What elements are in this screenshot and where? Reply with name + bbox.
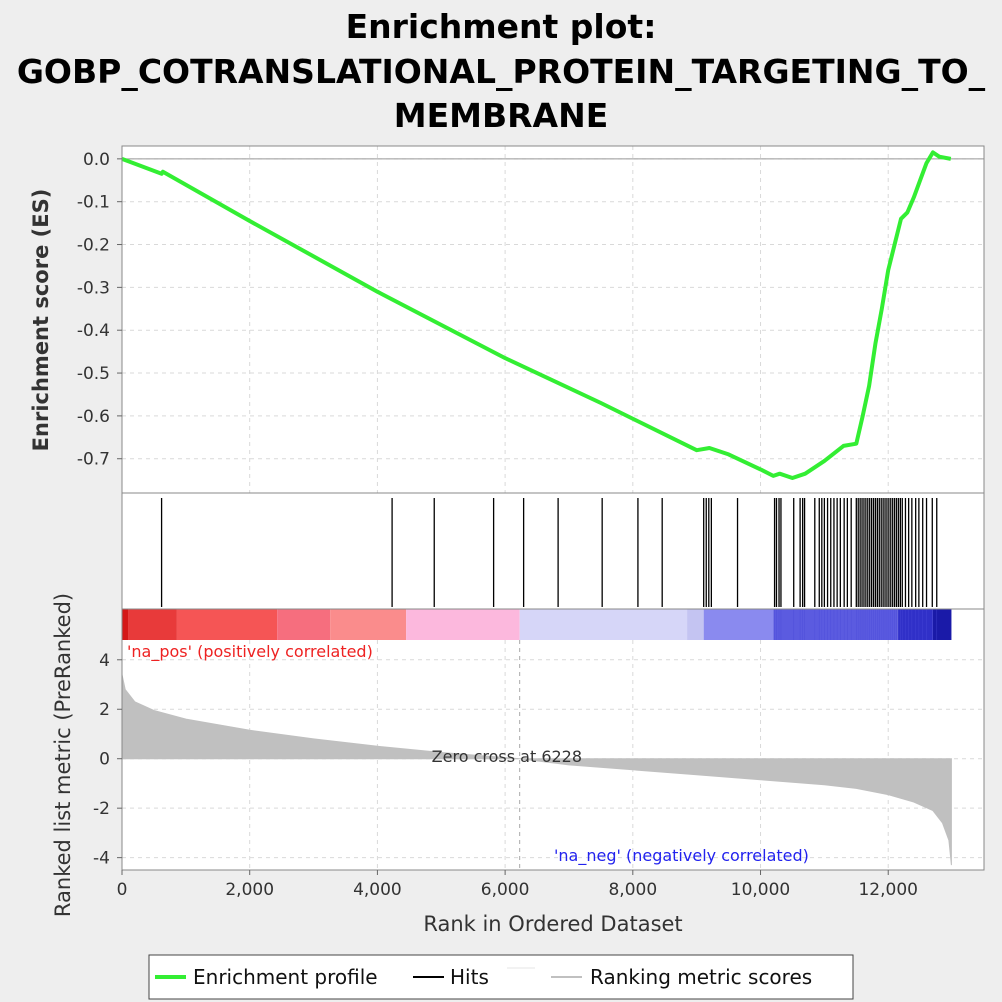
- es-y-ticks: 0.0 -0.1 -0.2 -0.3 -0.4 -0.5 -0.6 -0.7: [77, 150, 122, 470]
- metric-series: [121, 674, 952, 866]
- x-axis-label: Rank in Ordered Dataset: [423, 912, 682, 936]
- x-tick-label: 8,000: [608, 880, 657, 900]
- metric-y-tick-label: 4: [99, 651, 110, 671]
- es-y-tick-label: -0.3: [77, 278, 110, 298]
- ranking-metric-area: [121, 674, 952, 866]
- color-bar-segment: [773, 609, 898, 640]
- color-bar-segment: [687, 609, 704, 640]
- color-bar-segment: [176, 609, 278, 640]
- metric-y-tick-label: -4: [93, 849, 110, 869]
- color-bar-segment: [122, 609, 129, 640]
- chart-title-line-3: MEMBRANE: [394, 96, 608, 135]
- es-y-tick-label: -0.1: [77, 193, 110, 213]
- legend-label-hits: Hits: [450, 965, 489, 989]
- negative-correlation-label: 'na_neg' (negatively correlated): [554, 846, 809, 866]
- zero-cross-label: Zero cross at 6228: [432, 747, 582, 766]
- x-tick-label: 2,000: [225, 880, 274, 900]
- enrichment-profile-line: [121, 150, 952, 480]
- es-y-tick-label: -0.7: [77, 450, 110, 470]
- metric-y-axis-label: Ranked list metric (PreRanked): [51, 593, 75, 917]
- es-y-tick-label: -0.6: [77, 407, 110, 427]
- hits-group: [160, 498, 938, 607]
- es-y-tick-label: -0.2: [77, 236, 110, 256]
- color-bar-segment: [703, 609, 774, 640]
- metric-y-tick-label: 0: [99, 750, 110, 770]
- color-bar-segment: [519, 609, 688, 640]
- color-bar-segment: [897, 609, 933, 640]
- x-tick-label: 6,000: [481, 880, 530, 900]
- es-y-tick-label: -0.5: [77, 364, 110, 384]
- color-bar-segment: [330, 609, 407, 640]
- color-bar-segment: [277, 609, 331, 640]
- legend-box: [148, 954, 854, 1000]
- metric-y-tick-label: -2: [93, 799, 110, 819]
- legend-label-ranking-metric-scores: Ranking metric scores: [590, 965, 812, 989]
- positive-correlation-label: 'na_pos' (positively correlated): [127, 642, 373, 662]
- x-tick-label: 4,000: [353, 880, 402, 900]
- x-tick-label: 10,000: [731, 880, 790, 900]
- x-tick-label: 12,000: [858, 880, 917, 900]
- color-bar-segment: [406, 609, 520, 640]
- chart-title-line-2: GOBP_COTRANSLATIONAL_PROTEIN_TARGETING_T…: [17, 52, 986, 91]
- es-y-tick-label: 0.0: [83, 150, 110, 170]
- x-tick-label: 0: [117, 880, 128, 900]
- plot-border: [121, 145, 985, 871]
- es-y-tick-label: -0.4: [77, 321, 110, 341]
- metric-y-ticks: 4 2 0 -2 -4: [93, 651, 122, 869]
- es-series: [121, 150, 952, 480]
- chart-title-line-1: Enrichment plot:: [346, 7, 657, 46]
- metric-y-tick-label: 2: [99, 700, 110, 720]
- color-bar-segment: [128, 609, 177, 640]
- es-y-axis-label: Enrichment score (ES): [29, 189, 53, 452]
- color-bar: [122, 609, 952, 640]
- color-bar-segment: [932, 609, 952, 640]
- x-ticks: 0 2,000 4,000 6,000 8,000 10,000 12,000: [117, 870, 918, 900]
- legend-label-enrichment-profile: Enrichment profile: [193, 965, 378, 989]
